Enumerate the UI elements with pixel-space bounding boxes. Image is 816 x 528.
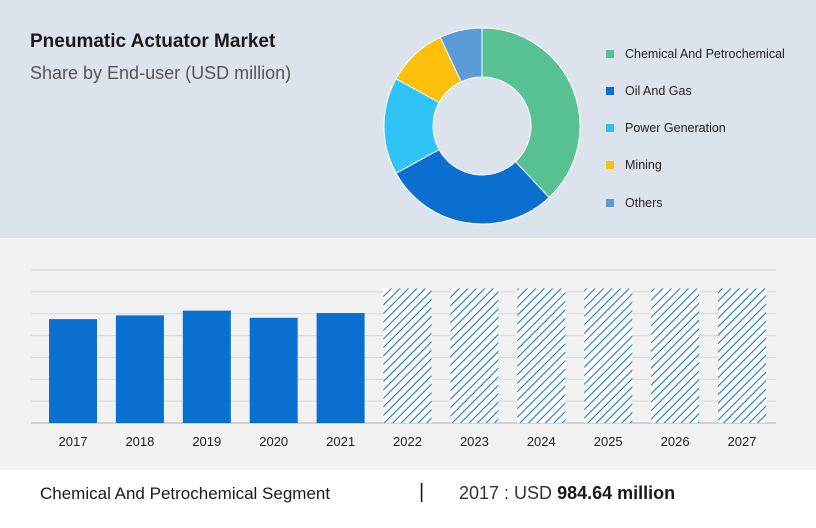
footer-separator: |: [419, 481, 425, 503]
bar-2026: [651, 288, 700, 423]
x-tick-label: 2026: [661, 434, 690, 449]
legend-swatch: [606, 50, 614, 58]
legend-label: Others: [625, 196, 663, 210]
donut-chart: [383, 27, 581, 225]
legend-label: Oil And Gas: [625, 84, 692, 98]
summary-panel: Pneumatic Actuator Market Share by End-u…: [0, 0, 816, 238]
legend-swatch: [606, 199, 614, 207]
bar-2021: [316, 313, 365, 423]
x-tick-label: 2019: [192, 434, 221, 449]
legend-label: Power Generation: [625, 121, 726, 135]
footer-value-amount: 984.64 million: [557, 483, 676, 503]
chart-subtitle: Share by End-user (USD million): [30, 63, 292, 83]
x-tick-label: 2024: [527, 434, 556, 449]
bar-2027: [718, 288, 766, 423]
x-tick-label: 2020: [259, 434, 288, 449]
legend-label: Chemical And Petrochemical: [625, 47, 785, 61]
bar-2022: [383, 288, 432, 423]
legend-swatch: [606, 87, 614, 95]
x-tick-label: 2023: [460, 434, 489, 449]
x-tick-label: 2018: [125, 434, 154, 449]
footer-summary: Chemical And Petrochemical Segment | 201…: [0, 470, 816, 528]
legend-label: Mining: [625, 158, 662, 172]
x-tick-label: 2027: [728, 434, 757, 449]
bar-2019: [182, 310, 231, 423]
chart-title: Pneumatic Actuator Market: [30, 31, 276, 52]
x-tick-label: 2022: [393, 434, 422, 449]
legend-swatch: [606, 124, 614, 132]
bar-chart: 2017 2018 2019 2020 2021 2022 2023 2024 2025 2026…: [31, 269, 776, 449]
bar-2018: [115, 315, 164, 423]
bar-2024: [517, 288, 566, 423]
footer-year-label: 2017 : USD: [459, 483, 553, 503]
bar-2023: [450, 288, 499, 423]
x-tick-label: 2021: [326, 434, 355, 449]
bar-2025: [584, 288, 633, 423]
x-tick-label: 2017: [59, 434, 88, 449]
legend-swatch: [606, 161, 614, 169]
donut-slice-1: [395, 148, 550, 225]
bar-2020: [249, 317, 298, 423]
footer-value: 2017 : USD 984.64 million: [459, 483, 675, 504]
x-tick-label: 2025: [594, 434, 623, 449]
bar-2017: [49, 319, 97, 423]
donut-slice-4: [439, 27, 483, 83]
footer-segment-name: Chemical And Petrochemical Segment: [40, 484, 331, 503]
donut-slice-0: [481, 27, 581, 199]
